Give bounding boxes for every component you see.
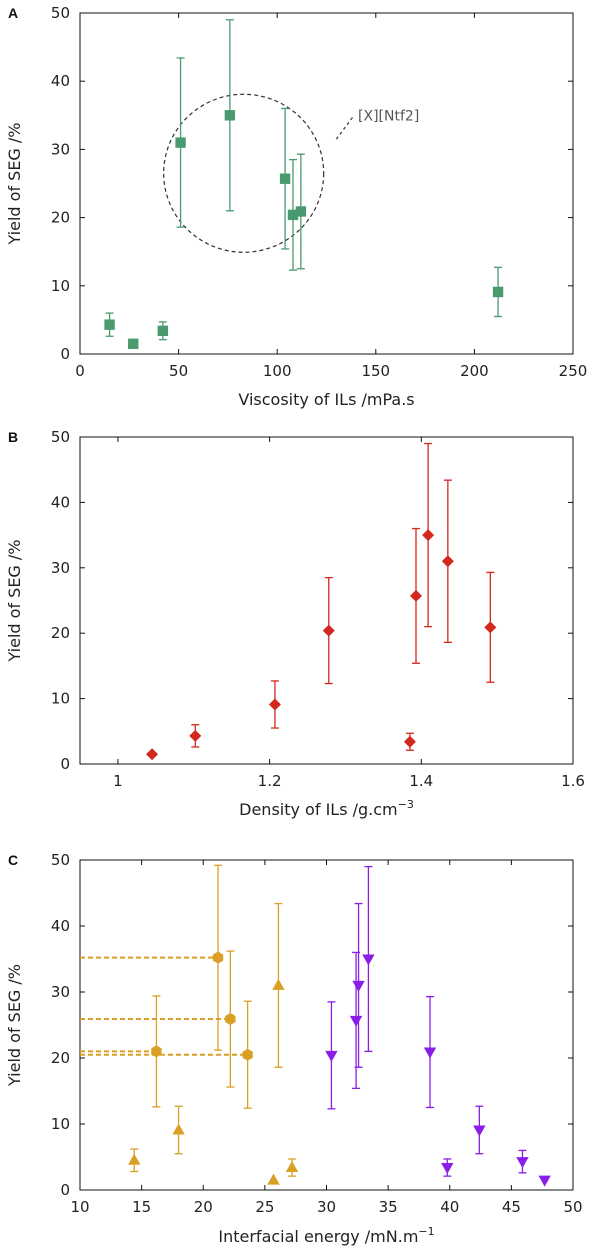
chart-panel-c: C10 15 20 25 30 35 40 45 5001020304050Interfacia… [5, 851, 583, 1246]
chart-panel-b: B 1 1.2 1.4 1.6 0 10 20 30 40 50 Density of ILs /g.… [5, 428, 585, 819]
data-point [212, 951, 224, 964]
data-point [403, 735, 416, 748]
data-point [175, 137, 186, 148]
data-point [157, 325, 169, 337]
data-point [104, 319, 115, 330]
y-axis-label: Yield of SEG /% [5, 539, 24, 662]
data-point [285, 1161, 299, 1173]
data-point [268, 698, 281, 711]
y-axis-label: Yield of SEG /% [5, 964, 24, 1087]
data-point [441, 1163, 454, 1175]
x-axis-label: Interfacial energy /mN.m−1 [218, 1225, 434, 1246]
y-tick-label: 40 [51, 917, 70, 935]
data-point [473, 1125, 486, 1137]
data-point [151, 1045, 162, 1058]
x-tick-label: 20 [194, 1198, 213, 1216]
data-point [422, 529, 435, 542]
x-tick-label: 30 [317, 1198, 336, 1216]
y-tick-label: 10 [51, 690, 70, 708]
x-tick-label: 150 [361, 362, 390, 380]
x-tick-label: 250 [559, 362, 588, 380]
y-tick-label: 20 [51, 624, 70, 642]
y-tick-label: 10 [51, 277, 70, 295]
y-tick-label: 50 [51, 4, 70, 22]
data-point [349, 1015, 363, 1027]
annotation-circle [163, 93, 325, 253]
y-tick-label: 50 [51, 851, 70, 869]
x-axis-label: Viscosity of ILs /mPa.s [238, 390, 414, 409]
y-tick-label: 40 [51, 72, 70, 90]
x-tick-label: 1.6 [561, 772, 585, 790]
y-tick-label: 30 [51, 140, 70, 158]
y-tick-label: 50 [51, 428, 70, 446]
plot-frame [79, 12, 574, 355]
data-point [279, 173, 291, 184]
data-point [362, 954, 375, 966]
x-tick-label: 10 [70, 1198, 89, 1216]
y-tick-label: 10 [51, 1115, 70, 1133]
data-point [352, 980, 365, 992]
data-point [128, 1153, 141, 1165]
panel-letter: A [8, 5, 18, 21]
plot-frame [79, 859, 574, 1191]
data-point [267, 1173, 280, 1185]
data-point [189, 729, 202, 742]
data-point [492, 286, 504, 298]
data-point [287, 209, 299, 221]
x-tick-label: 40 [440, 1198, 459, 1216]
y-tick-label: 0 [60, 345, 70, 363]
data-point [128, 338, 139, 349]
data-point [242, 1048, 253, 1061]
x-tick-label: 1.4 [409, 772, 433, 790]
x-axis-label: Density of ILs /g.cm−3 [239, 798, 414, 819]
panel-letter: B [8, 429, 18, 445]
data-point [146, 748, 159, 761]
data-point [423, 1047, 437, 1059]
data-point [325, 1050, 338, 1062]
y-tick-label: 40 [51, 493, 70, 511]
data-point [409, 589, 422, 602]
x-tick-label: 45 [502, 1198, 521, 1216]
panel-letter: C [8, 852, 18, 868]
data-point [538, 1175, 551, 1187]
data-point [516, 1157, 529, 1169]
y-tick-label: 20 [51, 209, 70, 227]
plot-frame [79, 436, 574, 765]
y-axis-label: Yield of SEG /% [5, 122, 24, 245]
annotation-label: [X][Ntf2] [358, 108, 419, 124]
x-tick-label: 50 [563, 1198, 582, 1216]
data-point [172, 1123, 185, 1135]
y-tick-label: 30 [51, 559, 70, 577]
x-tick-label: 100 [263, 362, 292, 380]
data-point [272, 978, 285, 990]
annotation-leader [335, 114, 355, 140]
y-tick-label: 0 [60, 755, 70, 773]
data-point [224, 110, 236, 121]
data-point [225, 1013, 236, 1026]
x-tick-label: 1.2 [258, 772, 282, 790]
data-point [441, 555, 454, 568]
data-point [484, 621, 497, 634]
y-tick-label: 0 [60, 1181, 70, 1199]
x-tick-label: 35 [379, 1198, 398, 1216]
x-tick-label: 200 [460, 362, 489, 380]
data-point [322, 624, 335, 637]
x-tick-label: 50 [169, 362, 188, 380]
x-tick-label: 0 [75, 362, 85, 380]
x-tick-label: 25 [255, 1198, 274, 1216]
x-tick-label: 1 [113, 772, 123, 790]
chart-panel-a: A 0 50 100 150 200 250 0 10 20 30 40 50 Viscosity of … [5, 4, 587, 409]
x-tick-label: 15 [132, 1198, 151, 1216]
data-point [295, 206, 307, 217]
y-tick-label: 20 [51, 1049, 70, 1067]
y-tick-label: 30 [51, 983, 70, 1001]
